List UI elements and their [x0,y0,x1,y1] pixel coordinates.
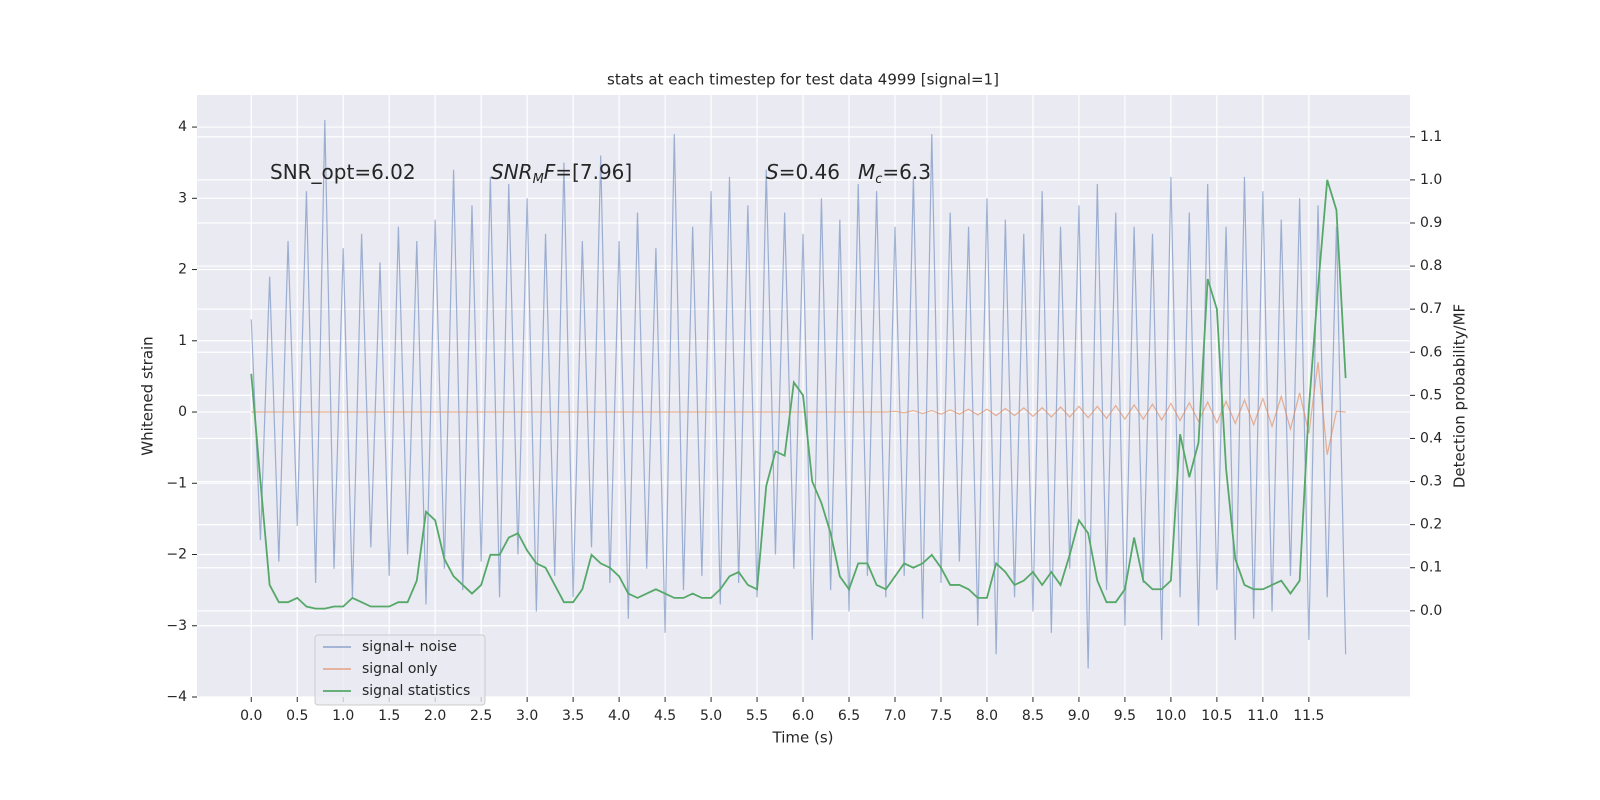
y2-axis-label: Detection probability/MF [1451,304,1469,488]
x-tick-label: 1.0 [332,708,354,724]
x-tick-label: 8.0 [976,708,998,724]
annotation-part: =6.3 [882,160,931,184]
y-tick-label: −3 [166,618,187,634]
x-tick-label: 7.5 [930,708,952,724]
annotation-part: M [858,160,875,184]
annotation-part: M [533,172,544,187]
y2-tick-label: 0.9 [1420,215,1442,231]
y-tick-label: 2 [178,262,187,278]
annotation: Mc=6.3 [858,160,931,187]
series-line [251,362,1346,455]
x-tick-label: 3.0 [516,708,538,724]
x-tick-label: 4.5 [654,708,676,724]
annotation-part: S [766,160,779,184]
x-tick-label: 10.0 [1155,708,1186,724]
annotation-part: SNR_opt=6.02 [270,160,416,184]
y2-tick-label: 1.1 [1420,129,1442,145]
y2-tick-label: 1.0 [1420,172,1442,188]
x-tick-label: 4.0 [608,708,630,724]
y2-tick-label: 0.3 [1420,474,1442,490]
y2-tick-label: 0.0 [1420,603,1442,619]
y2-tick-label: 0.1 [1420,560,1442,576]
y2-tick-label: 0.6 [1420,344,1442,360]
y2-tick-label: 0.7 [1420,301,1442,317]
chart-title: stats at each timestep for test data 499… [607,71,999,89]
lines [250,119,1347,669]
x-tick-label: 8.5 [1022,708,1044,724]
legend: signal+ noise signal only signal statistic… [314,634,486,706]
y-tick-label: 0 [178,404,187,420]
x-tick-label: 2.0 [424,708,446,724]
x-tick-label: 5.5 [746,708,768,724]
ticks: 0.0 0.5 1.0 1.5 2.0 2.5 3.0 3.5 4.0 4.5 5.0 5.5 6.0 6… [166,119,1442,724]
y-tick-label: 4 [178,119,187,135]
x-tick-label: 6.0 [792,708,814,724]
legend-label: signal statistics [362,683,470,699]
legend-label: signal only [362,661,437,677]
y2-tick-label: 0.5 [1420,387,1442,403]
x-tick-label: 6.5 [838,708,860,724]
y-tick-label: 1 [178,333,187,349]
x-tick-label: 0.0 [240,708,262,724]
annotation-part: F [544,160,556,184]
series-line [250,119,1347,669]
x-tick-label: 10.5 [1201,708,1232,724]
annotation-part: SNR [491,160,533,184]
x-tick-label: 2.5 [470,708,492,724]
annotation: SNRMF=[7.96] [491,160,632,187]
x-axis-label: Time (s) [772,729,834,747]
legend-label: signal+ noise [362,639,457,655]
x-tick-label: 11.5 [1293,708,1324,724]
y-tick-label: −4 [166,689,187,705]
annotation-part: =[7.96] [555,160,632,184]
annotation: S=0.46 [766,160,840,184]
y-tick-label: 3 [178,190,187,206]
legend-box [314,634,486,706]
x-tick-label: 9.5 [1114,708,1136,724]
x-tick-label: 1.5 [378,708,400,724]
annotation-part: c [875,172,882,187]
y-axis-label: Whitened strain [139,336,157,455]
x-tick-label: 11.0 [1247,708,1278,724]
annotation-part: =0.46 [779,160,840,184]
x-tick-label: 5.0 [700,708,722,724]
x-tick-label: 9.0 [1068,708,1090,724]
series-line [250,179,1347,610]
x-tick-label: 3.5 [562,708,584,724]
y2-tick-label: 0.2 [1420,517,1442,533]
y2-tick-label: 0.4 [1420,430,1442,446]
y-tick-label: −2 [166,547,187,563]
y-tick-label: −1 [166,475,187,491]
x-tick-label: 7.0 [884,708,906,724]
annotation: SNR_opt=6.02 [270,160,416,184]
y2-tick-label: 0.8 [1420,258,1442,274]
x-tick-label: 0.5 [286,708,308,724]
